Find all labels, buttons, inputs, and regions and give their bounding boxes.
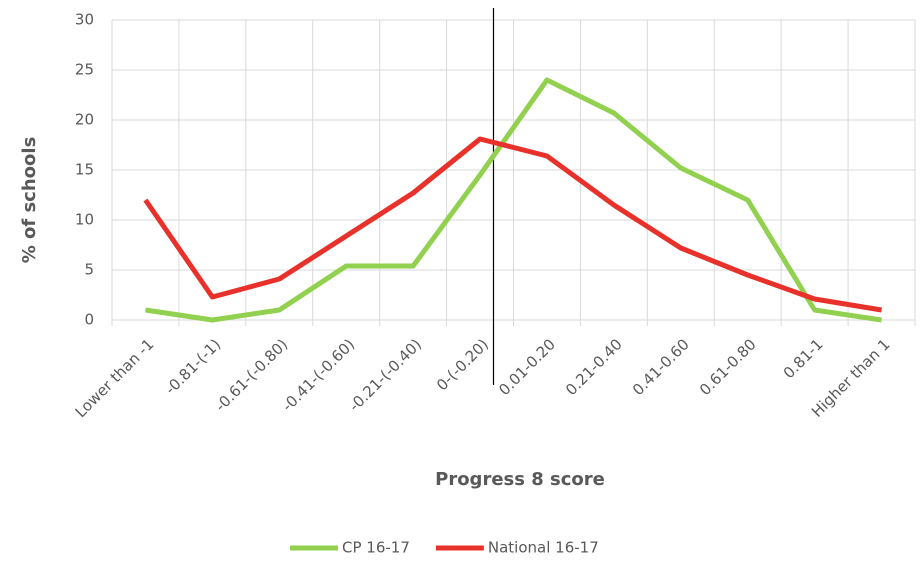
x-tick-label: -0.81-(-1)	[162, 335, 225, 398]
x-tick-label: 0.21-0.40	[562, 335, 626, 399]
x-tick-label: 0-(-0.20)	[433, 335, 492, 394]
y-tick-label: 10	[75, 211, 94, 229]
x-tick-label: 0.61-0.80	[696, 335, 760, 399]
y-axis-title: % of schools	[19, 137, 40, 264]
data-line	[143, 136, 882, 313]
y-tick-label: 0	[84, 311, 94, 329]
legend-label: CP 16-17	[342, 539, 410, 557]
y-tick-label: 30	[75, 11, 94, 29]
data-line	[145, 77, 882, 323]
y-tick-label: 20	[75, 111, 94, 129]
legend-label: National 16-17	[488, 539, 599, 557]
x-tick-label: Lower than -1	[72, 335, 158, 421]
y-tick-label: 15	[75, 161, 94, 179]
x-tick-label: 0.81-1	[780, 335, 827, 382]
x-tick-label: 0.41-0.60	[629, 335, 693, 399]
x-tick-label: 0.01-0.20	[495, 335, 559, 399]
y-tick-label: 5	[84, 261, 94, 279]
y-tick-label: 25	[75, 61, 94, 79]
x-axis-title: Progress 8 score	[435, 469, 605, 490]
